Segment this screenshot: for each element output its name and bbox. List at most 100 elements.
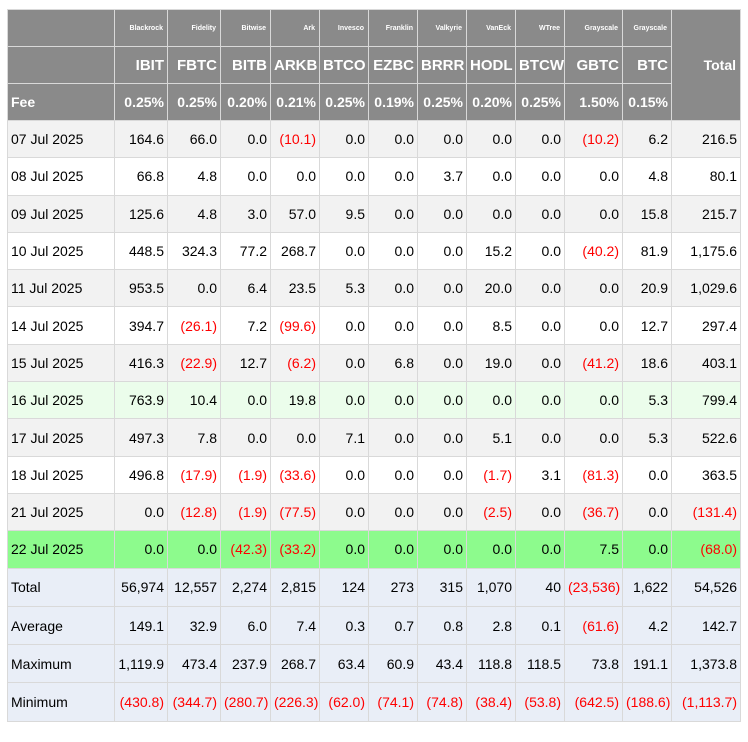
row-label: Total — [7, 567, 115, 607]
flow-cell: 0.0 — [220, 418, 271, 457]
issuer-name: Grayscale — [622, 9, 672, 47]
fund-ticker: BTCW — [515, 46, 565, 84]
flow-cell: 0.0 — [515, 269, 565, 308]
flow-cell: 0.0 — [417, 455, 467, 494]
flow-cell: 237.9 — [220, 644, 271, 684]
flow-cell: 66.8 — [114, 157, 168, 196]
table-row: 16 Jul 2025 763.9 10.4 0.0 19.8 0.0 0.0 0.0 0.0 0… — [7, 381, 741, 420]
flow-cell: 0.0 — [319, 231, 369, 271]
flow-cell: 0.0 — [319, 530, 369, 569]
fund-ticker: FBTC — [167, 46, 221, 84]
row-label: 07 Jul 2025 — [7, 119, 115, 159]
flow-cell: 4.8 — [622, 157, 672, 196]
flow-cell: (33.2) — [270, 530, 320, 569]
fund-fee: 0.25% — [515, 83, 565, 121]
flow-cell: 15.8 — [622, 194, 672, 233]
flow-cell: 125.6 — [114, 194, 168, 233]
issuer-name: Grayscale — [564, 9, 623, 47]
flow-cell: 20.0 — [466, 269, 516, 308]
table-row: 10 Jul 2025 448.5 324.3 77.2 268.7 0.0 0.0 0.0 1… — [7, 231, 741, 271]
flow-cell: 12.7 — [622, 306, 672, 345]
flow-cell: 1,070 — [466, 567, 516, 607]
flow-cell: 0.0 — [564, 269, 623, 308]
flow-cell: 324.3 — [167, 231, 221, 271]
flow-cell: 3.7 — [417, 157, 467, 196]
issuer-name: Ark — [270, 9, 320, 47]
flow-cell: (344.7) — [167, 682, 221, 722]
flow-cell: 0.0 — [515, 231, 565, 271]
flow-cell: 1,119.9 — [114, 644, 168, 684]
fund-ticker: EZBC — [368, 46, 418, 84]
table-row: 15 Jul 2025 416.3 (22.9) 12.7 (6.2) 0.0 6.8 0.0… — [7, 343, 741, 383]
row-label: 18 Jul 2025 — [7, 455, 115, 494]
flow-cell: 0.0 — [515, 381, 565, 420]
flow-cell: 0.0 — [368, 231, 418, 271]
table-row: 21 Jul 2025 0.0 (12.8) (1.9) (77.5) 0.0 0.0 0.0… — [7, 492, 741, 532]
row-label: 08 Jul 2025 — [7, 157, 115, 196]
row-total-cell: 403.1 — [671, 343, 741, 383]
flow-cell: 0.0 — [417, 194, 467, 233]
flow-cell: 268.7 — [270, 644, 320, 684]
row-total-cell: 522.6 — [671, 418, 741, 457]
flow-cell: (36.7) — [564, 492, 623, 532]
flow-cell: 0.0 — [368, 418, 418, 457]
flow-cell: 497.3 — [114, 418, 168, 457]
row-label: 14 Jul 2025 — [7, 306, 115, 345]
flow-cell: (62.0) — [319, 682, 369, 722]
flow-cell: 0.0 — [564, 381, 623, 420]
flow-cell: 5.3 — [319, 269, 369, 308]
flow-cell: 315 — [417, 567, 467, 607]
flow-cell: (41.2) — [564, 343, 623, 383]
flow-cell: 19.8 — [270, 381, 320, 420]
flow-cell: 56,974 — [114, 567, 168, 607]
flow-cell: 4.8 — [167, 194, 221, 233]
flow-cell: (1.9) — [220, 455, 271, 494]
table-row: 08 Jul 2025 66.8 4.8 0.0 0.0 0.0 0.0 3.7 0.0 0.0 0… — [7, 157, 741, 196]
flow-cell: 273 — [368, 567, 418, 607]
issuer-name: Fidelity — [167, 9, 221, 47]
flow-cell: (81.3) — [564, 455, 623, 494]
flow-cell: 60.9 — [368, 644, 418, 684]
row-total-cell: (1,113.7) — [671, 682, 741, 722]
flow-cell: 953.5 — [114, 269, 168, 308]
flow-cell: (10.1) — [270, 119, 320, 159]
table-row: 18 Jul 2025 496.8 (17.9) (1.9) (33.6) 0.0 0.0 0… — [7, 455, 741, 494]
flow-cell: (22.9) — [167, 343, 221, 383]
flow-cell: 149.1 — [114, 605, 168, 646]
flow-cell: 1,622 — [622, 567, 672, 607]
flow-cell: 5.3 — [622, 381, 672, 420]
fund-fee: 0.20% — [466, 83, 516, 121]
flow-cell: 0.0 — [515, 343, 565, 383]
flow-cell: 12.7 — [220, 343, 271, 383]
flow-cell: 0.0 — [319, 381, 369, 420]
summary-row: Minimum (430.8) (344.7) (280.7) (226.3) (62.0… — [7, 682, 741, 722]
flow-cell: 6.8 — [368, 343, 418, 383]
table-row: 14 Jul 2025 394.7 (26.1) 7.2 (99.6) 0.0 0.0 0.0… — [7, 306, 741, 345]
flow-cell: 473.4 — [167, 644, 221, 684]
flow-cell: 0.0 — [466, 119, 516, 159]
flow-cell: 0.0 — [417, 269, 467, 308]
flow-cell: 0.0 — [220, 381, 271, 420]
daily-flows-body: 07 Jul 2025 164.6 66.0 0.0 (10.1) 0.0 0.0 0.0 0.… — [7, 119, 741, 569]
fund-fee: 0.21% — [270, 83, 320, 121]
flow-cell: 268.7 — [270, 231, 320, 271]
row-total-cell: 80.1 — [671, 157, 741, 196]
flow-cell: 0.0 — [564, 418, 623, 457]
flow-cell: 7.4 — [270, 605, 320, 646]
flow-cell: 66.0 — [167, 119, 221, 159]
row-total-cell: 1,175.6 — [671, 231, 741, 271]
flow-cell: 0.0 — [368, 269, 418, 308]
fund-fee: 0.25% — [114, 83, 168, 121]
flow-cell: 118.8 — [466, 644, 516, 684]
fund-fee: 0.25% — [167, 83, 221, 121]
flow-cell: 8.5 — [466, 306, 516, 345]
flow-cell: 0.0 — [622, 455, 672, 494]
row-label: Maximum — [7, 644, 115, 684]
flow-cell: 0.0 — [417, 343, 467, 383]
flow-cell: 40 — [515, 567, 565, 607]
flow-cell: 15.2 — [466, 231, 516, 271]
row-label: 09 Jul 2025 — [7, 194, 115, 233]
row-total-cell: 1,029.6 — [671, 269, 741, 308]
table-row: 22 Jul 2025 0.0 0.0 (42.3) (33.2) 0.0 0.0 0.0 0.… — [7, 530, 741, 569]
row-label: Average — [7, 605, 115, 646]
